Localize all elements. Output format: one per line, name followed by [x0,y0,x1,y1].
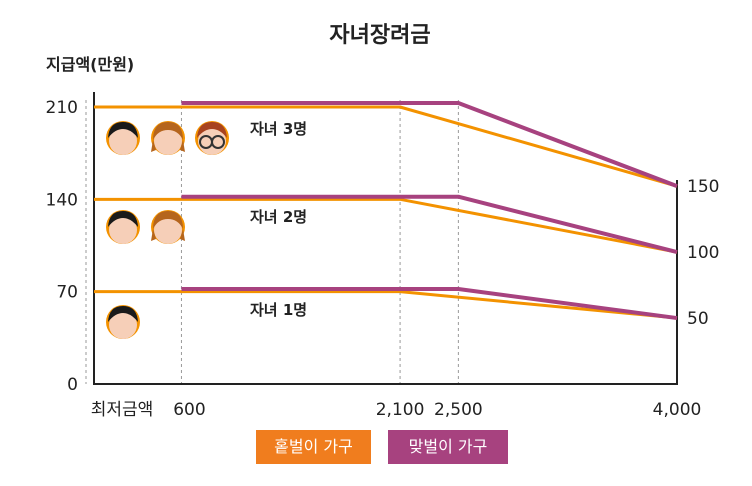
y-tick-label: 0 [67,375,78,395]
x-tick-label: 최저금액 [91,400,154,420]
x-tick-label: 4,000 [653,400,702,420]
legend-dual-income: 맞벌이 가구 [388,430,508,464]
child-face-glasses-icon [194,120,230,156]
annotation-label: 자녀 2명 [250,208,307,226]
child-face-icon [106,305,140,339]
y-axis-label: 지급액(만원) [46,55,134,74]
x-tick-label: 2,100 [376,400,425,420]
y-tick-label: 210 [46,98,78,118]
dual-income-line-5 [181,287,678,321]
axes [93,92,678,385]
right-value-label: 100 [687,243,719,263]
annotation-label: 자녀 1명 [250,301,307,319]
dual-income-line-1 [181,101,678,189]
series-lines [94,101,678,321]
right-value-label: 50 [687,309,709,329]
annotation-label: 자녀 3명 [250,120,307,138]
child-face-icon [151,121,185,155]
legend-single-income-label: 홑벌이 가구 [274,437,353,456]
right-value-label: 150 [687,177,719,197]
single-income-line-4 [94,290,678,320]
child-face-icon [106,121,140,155]
children-2-icons [106,210,185,244]
chart-title: 자녀장려금 [329,23,430,48]
x-tick-label: 600 [173,400,205,420]
x-tick-label: 2,500 [434,400,483,420]
legend-dual-income-label: 맞벌이 가구 [408,437,488,456]
child-face-icon [151,210,185,244]
legend-single-income: 홑벌이 가구 [256,430,371,464]
single-income-line-2 [94,197,678,254]
grid [85,100,459,384]
y-tick-label: 70 [56,283,78,303]
children-1-icons [106,305,140,339]
children-3-icons [106,120,230,156]
y-tick-label: 140 [46,190,78,210]
dual-income-line-3 [181,194,678,255]
single-income-line-0 [94,105,678,188]
child-face-icon [106,210,140,244]
tick-labels: 0 70 140 210 최저금액 600 2,100 2,500 4,000 150 100 50 [46,98,720,420]
